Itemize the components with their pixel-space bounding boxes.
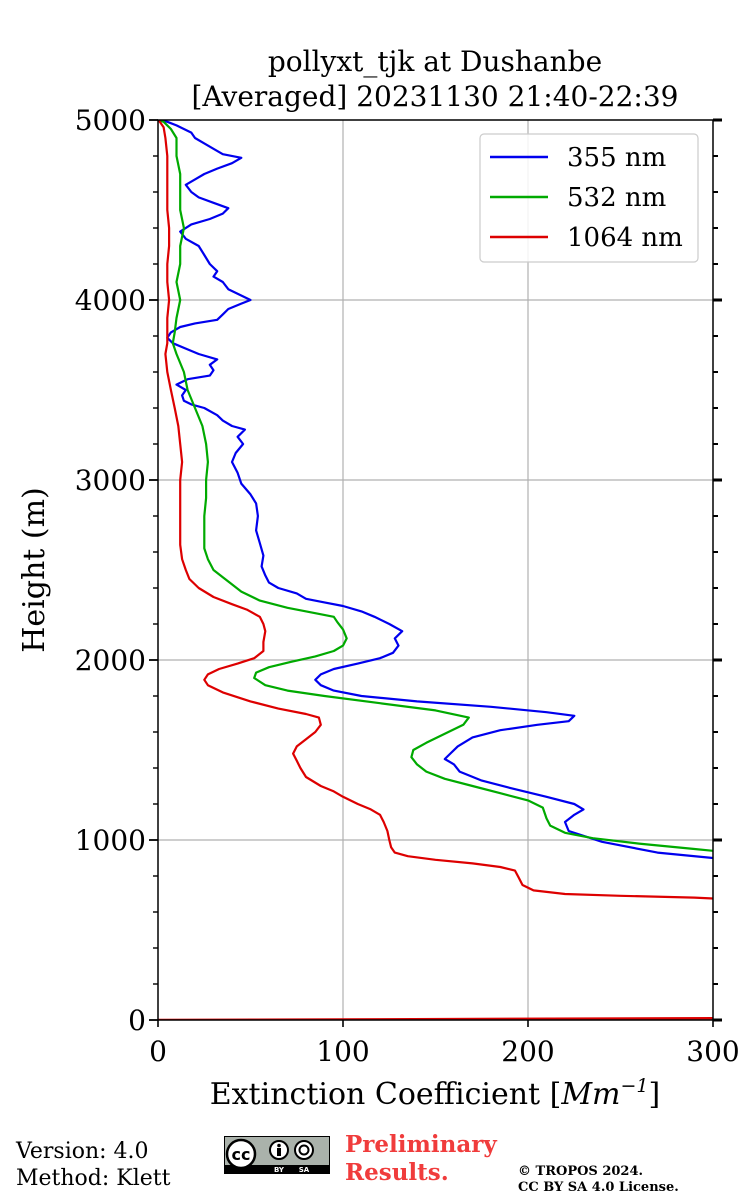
- creative-commons-icon: cc BY SA: [224, 1136, 330, 1174]
- extinction-profile-chart: pollyxt_tjk at Dushanbe [Averaged] 20231…: [17, 45, 740, 1112]
- share-alike-icon: [294, 1140, 314, 1160]
- x-tick-label: 0: [149, 1035, 167, 1068]
- legend: 355 nm 532 nm 1064 nm: [479, 133, 699, 263]
- x-tick-label: 300: [686, 1035, 739, 1068]
- copyright-line-2: CC BY SA 4.0 License.: [518, 1180, 679, 1195]
- y-tick-label: 0: [128, 1004, 146, 1037]
- cc-badge-by: BY: [274, 1166, 285, 1174]
- copyright-line-1: © TROPOS 2024.: [518, 1164, 644, 1179]
- version-label: Version: 4.0: [16, 1139, 149, 1164]
- x-axis-label: Extinction Coefficient [Mm−1]: [210, 1075, 661, 1112]
- preliminary-results-note: Preliminary Results.: [345, 1131, 497, 1187]
- version-info: Version: 4.0 Method: Klett: [16, 1138, 170, 1192]
- x-axis-label-text: Extinction Coefficient [: [210, 1077, 562, 1112]
- x-axis-label-exponent: −1: [621, 1075, 649, 1097]
- y-tick-label: 1000: [75, 824, 146, 857]
- series-line-1: [158, 120, 713, 852]
- legend-label-1: 532 nm: [567, 183, 666, 213]
- plot-frame: [157, 119, 714, 1021]
- series-line-2: [158, 120, 713, 900]
- legend-label-0: 355 nm: [567, 143, 666, 173]
- legend-label-2: 1064 nm: [567, 223, 683, 253]
- legend-frame: [479, 133, 699, 263]
- y-tick-label: 4000: [75, 284, 146, 317]
- y-tick-label: 3000: [75, 464, 146, 497]
- preliminary-line-2: Results.: [345, 1159, 449, 1186]
- y-tick-label: 2000: [75, 644, 146, 677]
- chart-title-line-1: pollyxt_tjk at Dushanbe: [268, 45, 602, 78]
- cc-badge-main: cc: [232, 1145, 251, 1164]
- x-axis-label-unit: Mm: [560, 1077, 620, 1112]
- x-axis-label-suffix: ]: [649, 1077, 661, 1112]
- method-label: Method: Klett: [16, 1166, 171, 1191]
- series-line-0: [158, 120, 713, 860]
- x-tick-label: 200: [501, 1035, 554, 1068]
- copyright-note: © TROPOS 2024. CC BY SA 4.0 License.: [518, 1164, 679, 1196]
- y-axis-label: Height (m): [17, 487, 52, 652]
- chart-title-line-2: [Averaged] 20231130 21:40-22:39: [192, 80, 679, 113]
- x-tick-label: 100: [316, 1035, 369, 1068]
- y-tick-label: 5000: [75, 104, 146, 137]
- preliminary-line-1: Preliminary: [345, 1131, 497, 1158]
- cc-badge-sa: SA: [299, 1166, 310, 1174]
